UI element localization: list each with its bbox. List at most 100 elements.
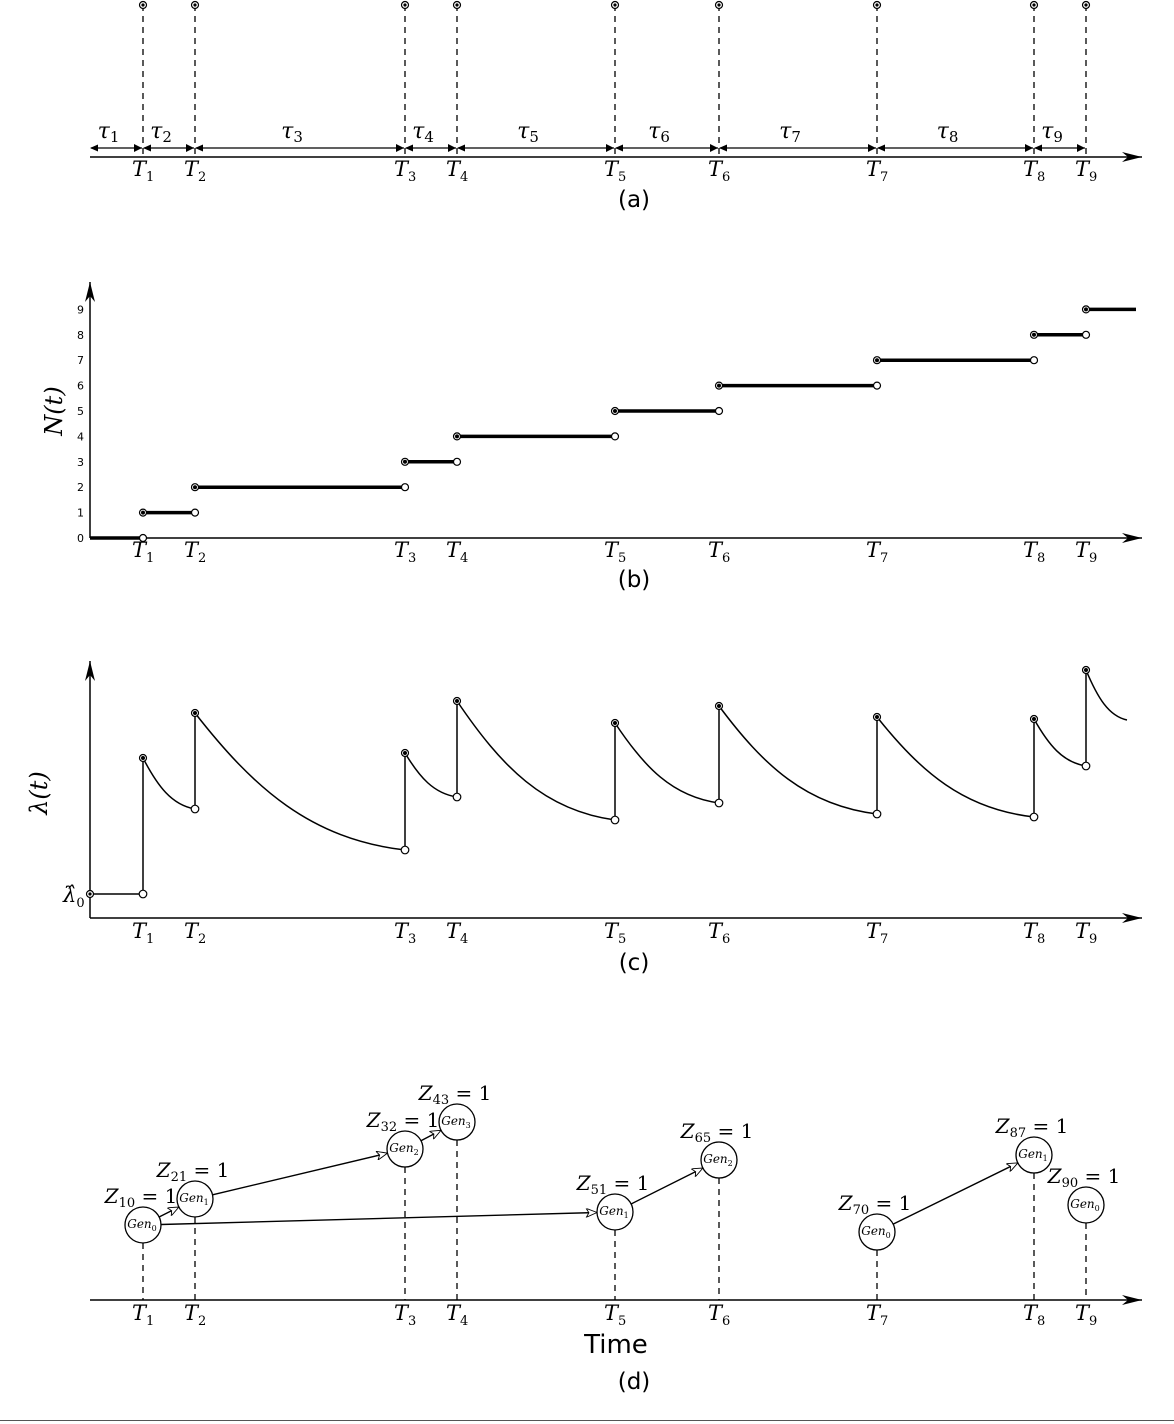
panel-a-event-label-4: T4 [446, 157, 468, 185]
panel-a-event-marker-dot [613, 3, 617, 7]
panel-c-open-point [452, 792, 462, 802]
panel-c-decay-curve-9 [1085, 669, 1128, 721]
panel-b-ytick-label: 3 [77, 456, 84, 469]
panel-b-ytick-label: 5 [77, 405, 84, 418]
panel-a-event-marker-dot [875, 3, 879, 7]
panel-d-edge-2 [212, 1153, 388, 1196]
panel-c-closed-point-dot [403, 751, 407, 755]
panel-b-event-label-2: T2 [184, 538, 206, 566]
panel-b-ytick-label: 6 [77, 380, 84, 393]
panel-c-open-point [400, 845, 410, 855]
panel-c-decay-curve-4 [456, 700, 616, 821]
panel-d-xlabel: Time [583, 1330, 648, 1360]
panel-b-open-point [400, 483, 410, 492]
panel-d-node-6: Gen2 Z65 = 1 [680, 1119, 754, 1179]
panel-c-open-point [1029, 812, 1039, 822]
panel-c-caption: (c) [619, 950, 650, 976]
panel-a-event-label-9: T9 [1075, 157, 1097, 185]
panel-b-ylabel: N(t) [40, 386, 68, 436]
panel-b-open-point [190, 508, 200, 517]
panel-b-event-label-6: T6 [708, 538, 730, 566]
panel-b-ytick-label: 2 [77, 481, 84, 494]
panel-a-interval-arrowhead [615, 144, 623, 152]
panel-c-decay-curve-5 [614, 722, 720, 804]
panel-d-event-label-5: T5 [604, 1301, 626, 1329]
panel-c-closed-point-dot [875, 715, 879, 719]
panel-d-node-circle [596, 1193, 634, 1231]
panel-b-open-point [452, 457, 462, 466]
panel-c-event-label-2: T2 [184, 919, 206, 947]
panel-b-caption: (b) [618, 567, 651, 593]
panel-d-caption: (d) [618, 1369, 651, 1395]
panel-b-open-point [610, 432, 620, 441]
panel-d-node-gen-label: Gen1 [1018, 1147, 1048, 1163]
panel-c-closed-point-dot [1084, 668, 1088, 672]
panel-d-node-z-label: Z32 = 1 [366, 1108, 440, 1135]
panel-c-open-point [138, 889, 148, 899]
panel-c-event-label-7: T7 [866, 919, 888, 947]
panel-b-open-point [1029, 356, 1039, 365]
panel-d-node-1: Gen0 Z10 = 1 [104, 1184, 178, 1244]
panel-a-interval-label-8: τ8 [937, 119, 959, 146]
panel-d-node-gen-label: Gen0 [127, 1217, 157, 1233]
panel-b-ytick-label: 0 [77, 532, 84, 545]
panel-d-event-label-3: T3 [394, 1301, 416, 1329]
panel-b-closed-point-dot [403, 459, 407, 464]
panel-b-open-point [138, 533, 148, 543]
panel-c-closed-point-dot [455, 699, 459, 703]
panel-d-node-circle [386, 1130, 424, 1168]
panel-c-closed-point-dot [1032, 717, 1036, 721]
panel-c-baseline-label: λ̂0 [62, 883, 85, 911]
bottom-rule [0, 1420, 1174, 1421]
panel-b-closed-point-dot [613, 409, 617, 413]
panel-d-node-gen-label: Gen1 [599, 1204, 629, 1220]
panel-a-event-label-3: T3 [394, 157, 416, 185]
panel-c-closed-point-dot [141, 756, 145, 760]
panel-c-open-point [1081, 761, 1091, 771]
panel-d-node-gen-label: Gen3 [441, 1114, 471, 1130]
panel-d-node-z-label: Z87 = 1 [995, 1114, 1069, 1141]
panel-d-node-circle [1015, 1136, 1053, 1174]
panel-a-interval-arrowhead [877, 144, 885, 152]
panel-b-open-point [1081, 330, 1091, 339]
panel-b-closed-point-dot [1032, 332, 1036, 337]
panel-b-closed-point-dot [875, 358, 879, 363]
panel-a-interval-label-5: τ5 [517, 119, 539, 146]
panel-b-ytick-label: 1 [77, 507, 84, 520]
panel-b-event-label-7: T7 [866, 538, 888, 566]
panel-b-closed-point-dot [455, 434, 459, 439]
panel-d-event-label-4: T4 [446, 1301, 468, 1329]
panel-a-interval-label-7: τ7 [779, 119, 801, 146]
panel-a-interval-label-6: τ6 [648, 119, 670, 146]
panel-d-node-z-label: Z65 = 1 [680, 1119, 754, 1146]
panel-c-event-label-3: T3 [394, 919, 416, 947]
panel-d-node-gen-label: Gen0 [1070, 1197, 1100, 1213]
panel-c-decay-curve-1 [142, 757, 196, 810]
panel-d-edge-6 [892, 1162, 1018, 1225]
panel-b-closed-point-dot [717, 383, 721, 388]
panel-b-event-label-8: T8 [1023, 538, 1045, 566]
panel-d-node-z-label: Z51 = 1 [576, 1171, 650, 1198]
panel-d-event-label-7: T7 [866, 1301, 888, 1329]
panel-b-event-label-9: T9 [1075, 538, 1097, 566]
panel-c-ylabel: λ(t) [25, 771, 53, 816]
panel-a-event-label-2: T2 [184, 157, 206, 185]
panel-a-event-marker-dot [193, 3, 197, 7]
panel-a-interval-label-9: τ9 [1041, 119, 1063, 146]
panel-c-decay-curve-8 [1033, 718, 1087, 767]
panel-a-event-label-5: T5 [604, 157, 626, 185]
panel-d-event-label-1: T1 [132, 1301, 154, 1329]
panel-c-decay-curve-3 [404, 752, 458, 798]
panel-c-open-point [872, 809, 882, 819]
panel-b-open-point [872, 381, 882, 390]
panel-d-node-gen-label: Gen2 [703, 1152, 733, 1168]
panel-b-closed-point-dot [1084, 307, 1088, 312]
panel-a-event-label-6: T6 [708, 157, 730, 185]
panel-d-node-9: Gen0 Z90 = 1 [1047, 1164, 1120, 1224]
panel-d-node-gen-label: Gen1 [179, 1191, 209, 1207]
panel-a-event-marker-dot [455, 3, 459, 7]
panel-d-node-z-label: Z10 = 1 [104, 1184, 178, 1211]
panel-c-intensity: T1 T2 T3 T4 T5 T6 T7 T8 T9 λ(t) λ̂0 (c) [25, 661, 1142, 976]
panel-d-node-z-label: Z21 = 1 [156, 1158, 230, 1185]
